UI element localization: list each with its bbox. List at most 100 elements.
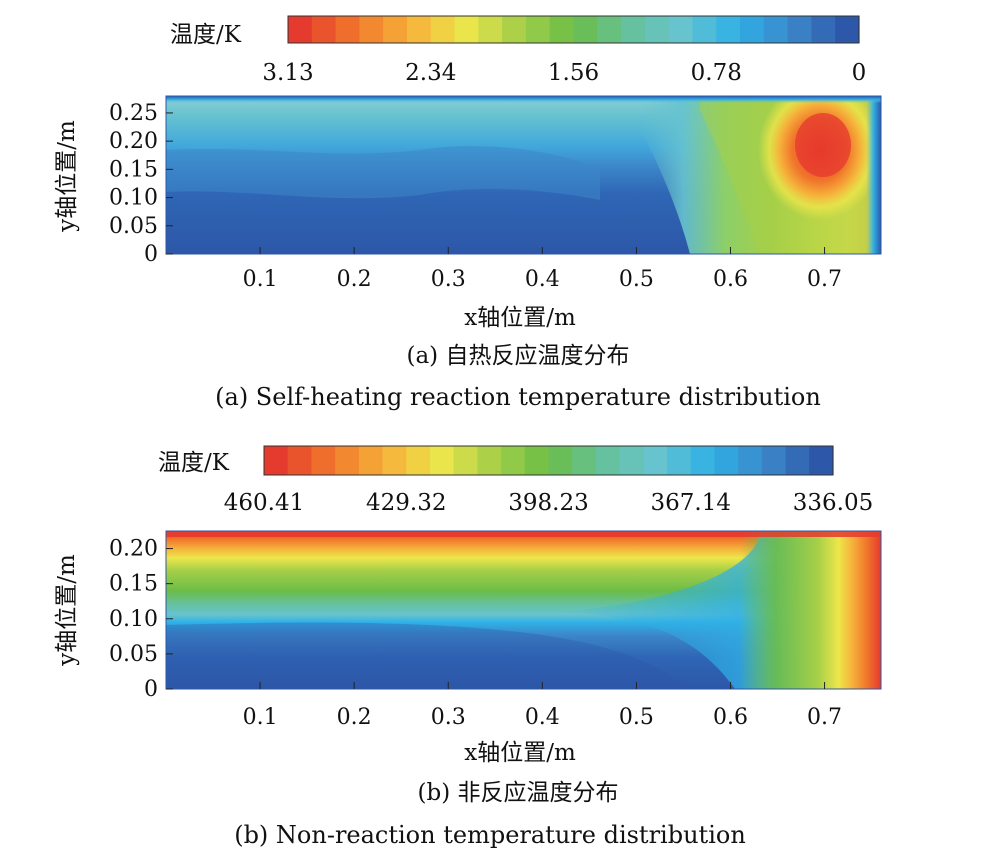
x-tick-label: 0.7: [807, 267, 842, 292]
colorbar-swatch: [335, 446, 360, 475]
colorbar-b-label: 温度/K: [158, 450, 230, 476]
colorbar-swatch: [382, 446, 407, 475]
colorbar-swatch: [595, 446, 621, 475]
y-axis-b-ticks: 0 0.05 0.10 0.15 0.20: [109, 537, 173, 702]
x-axis-a-ticks: 0.1 0.2 0.3 0.4 0.5 0.6 0.7: [243, 247, 842, 292]
colorbar-swatch: [690, 446, 716, 475]
colorbar-tick-label: 460.41: [224, 490, 304, 516]
colorbar-swatch: [501, 446, 526, 475]
colorbar-border: [287, 15, 860, 44]
colorbar-swatch: [287, 446, 313, 475]
x-tick-label: 0.1: [243, 267, 278, 292]
caption-b-zh: (b) 非反应温度分布: [418, 780, 619, 806]
x-tick-label: 0.2: [337, 705, 372, 730]
colorbar-swatch: [406, 446, 431, 475]
colorbar-swatch: [430, 16, 456, 43]
colorbar-a: [287, 15, 860, 44]
caption-a-en: (a) Self-heating reaction temperature di…: [215, 383, 821, 411]
colorbar-tick-label: 1.56: [548, 60, 599, 86]
heatmap-a-frame: [165, 95, 882, 255]
x-axis-b-ticks: 0.1 0.2 0.3 0.4 0.5 0.6 0.7: [243, 682, 842, 730]
x-tick-label: 0.3: [431, 705, 466, 730]
panel-a: 温度/K 3.13 2.34 1.56 0.78 0 0.1 0.2 0.3 0.4 0.5 0.…: [54, 15, 882, 411]
y-tick-label: 0.10: [109, 607, 158, 632]
y-tick-label: 0.15: [109, 572, 158, 597]
colorbar-swatch: [740, 16, 765, 43]
colorbar-tick-label: 0.78: [691, 60, 742, 86]
caption-a-zh: (a) 自热反应温度分布: [407, 343, 630, 369]
colorbar-swatch: [288, 16, 313, 43]
colorbar-tick-label: 398.23: [508, 490, 588, 516]
colorbar-tick-label: 2.34: [405, 60, 456, 86]
colorbar-border: [263, 445, 834, 476]
colorbar-tick-label: 336.05: [793, 490, 873, 516]
colorbar-swatch: [644, 16, 670, 43]
colorbar-a-label: 温度/K: [170, 22, 242, 48]
colorbar-swatch: [811, 16, 836, 43]
colorbar-swatch: [597, 16, 622, 43]
x-tick-label: 0.6: [713, 267, 748, 292]
x-axis-b-label: x轴位置/m: [464, 740, 576, 766]
colorbar-swatch: [738, 446, 763, 475]
x-tick-label: 0.6: [713, 705, 748, 730]
colorbar-swatch: [406, 16, 432, 43]
colorbar-swatch: [311, 16, 337, 43]
colorbar-tick-label: 367.14: [651, 490, 731, 516]
heatmap-b-field: [166, 531, 881, 689]
colorbar-swatch: [454, 16, 479, 43]
y-axis-b-label: y轴位置/m: [54, 554, 80, 667]
x-axis-a-label: x轴位置/m: [464, 305, 576, 331]
colorbar-swatch: [502, 16, 527, 43]
colorbar-tick-label: 429.32: [366, 490, 446, 516]
colorbar-swatch: [716, 16, 741, 43]
y-tick-label: 0.05: [109, 214, 158, 239]
colorbar-swatch: [572, 446, 597, 475]
y-tick-label: 0.20: [109, 537, 158, 562]
colorbar-swatch: [311, 446, 336, 475]
y-tick-label: 0.05: [109, 642, 158, 667]
colorbar-swatch: [692, 16, 717, 43]
y-tick-label: 0.20: [109, 129, 158, 154]
heatmap-a-field: [166, 96, 881, 254]
x-tick-label: 0.2: [337, 267, 372, 292]
x-tick-label: 0.4: [525, 267, 560, 292]
colorbar-a-ticks: 3.13 2.34 1.56 0.78 0: [262, 60, 866, 86]
colorbar-swatch: [809, 446, 834, 475]
caption-b-en: (b) Non-reaction temperature distributio…: [234, 821, 746, 849]
x-tick-label: 0.5: [619, 705, 654, 730]
colorbar-b-ticks: 460.41 429.32 398.23 367.14 336.05: [224, 490, 873, 516]
y-tick-label: 0: [144, 677, 158, 702]
x-tick-label: 0.4: [525, 705, 560, 730]
colorbar-swatch: [358, 446, 384, 475]
colorbar-swatch: [477, 446, 502, 475]
colorbar-swatch: [643, 446, 668, 475]
colorbar-swatch: [359, 16, 384, 43]
x-tick-label: 0.7: [807, 705, 842, 730]
colorbar-swatch: [453, 446, 478, 475]
colorbar-swatch: [835, 16, 860, 43]
panel-b: 温度/K 460.41 429.32 398.23 367.14 336.05 0.1 0…: [54, 445, 882, 849]
colorbar-tick-label: 3.13: [262, 60, 313, 86]
colorbar-swatch: [785, 446, 810, 475]
colorbar-swatch: [524, 446, 550, 475]
colorbar-b: [263, 445, 834, 476]
colorbar-swatch: [573, 16, 598, 43]
y-tick-label: 0.25: [109, 101, 158, 126]
colorbar-swatch: [621, 16, 646, 43]
colorbar-swatch: [787, 16, 813, 43]
colorbar-swatch: [478, 16, 503, 43]
heatmap-b-frame: [165, 530, 882, 690]
colorbar-swatch: [335, 16, 360, 43]
y-tick-label: 0.15: [109, 157, 158, 182]
colorbar-swatch: [429, 446, 455, 475]
colorbar-swatch: [667, 446, 692, 475]
y-tick-label: 0.10: [109, 186, 158, 211]
colorbar-swatch: [763, 16, 789, 43]
colorbar-swatch: [619, 446, 644, 475]
y-axis-a-ticks: 0 0.05 0.10 0.15 0.20 0.25: [109, 101, 173, 267]
colorbar-swatch: [714, 446, 739, 475]
colorbar-swatch: [761, 446, 787, 475]
colorbar-tick-label: 0: [852, 60, 867, 86]
y-tick-label: 0: [144, 242, 158, 267]
